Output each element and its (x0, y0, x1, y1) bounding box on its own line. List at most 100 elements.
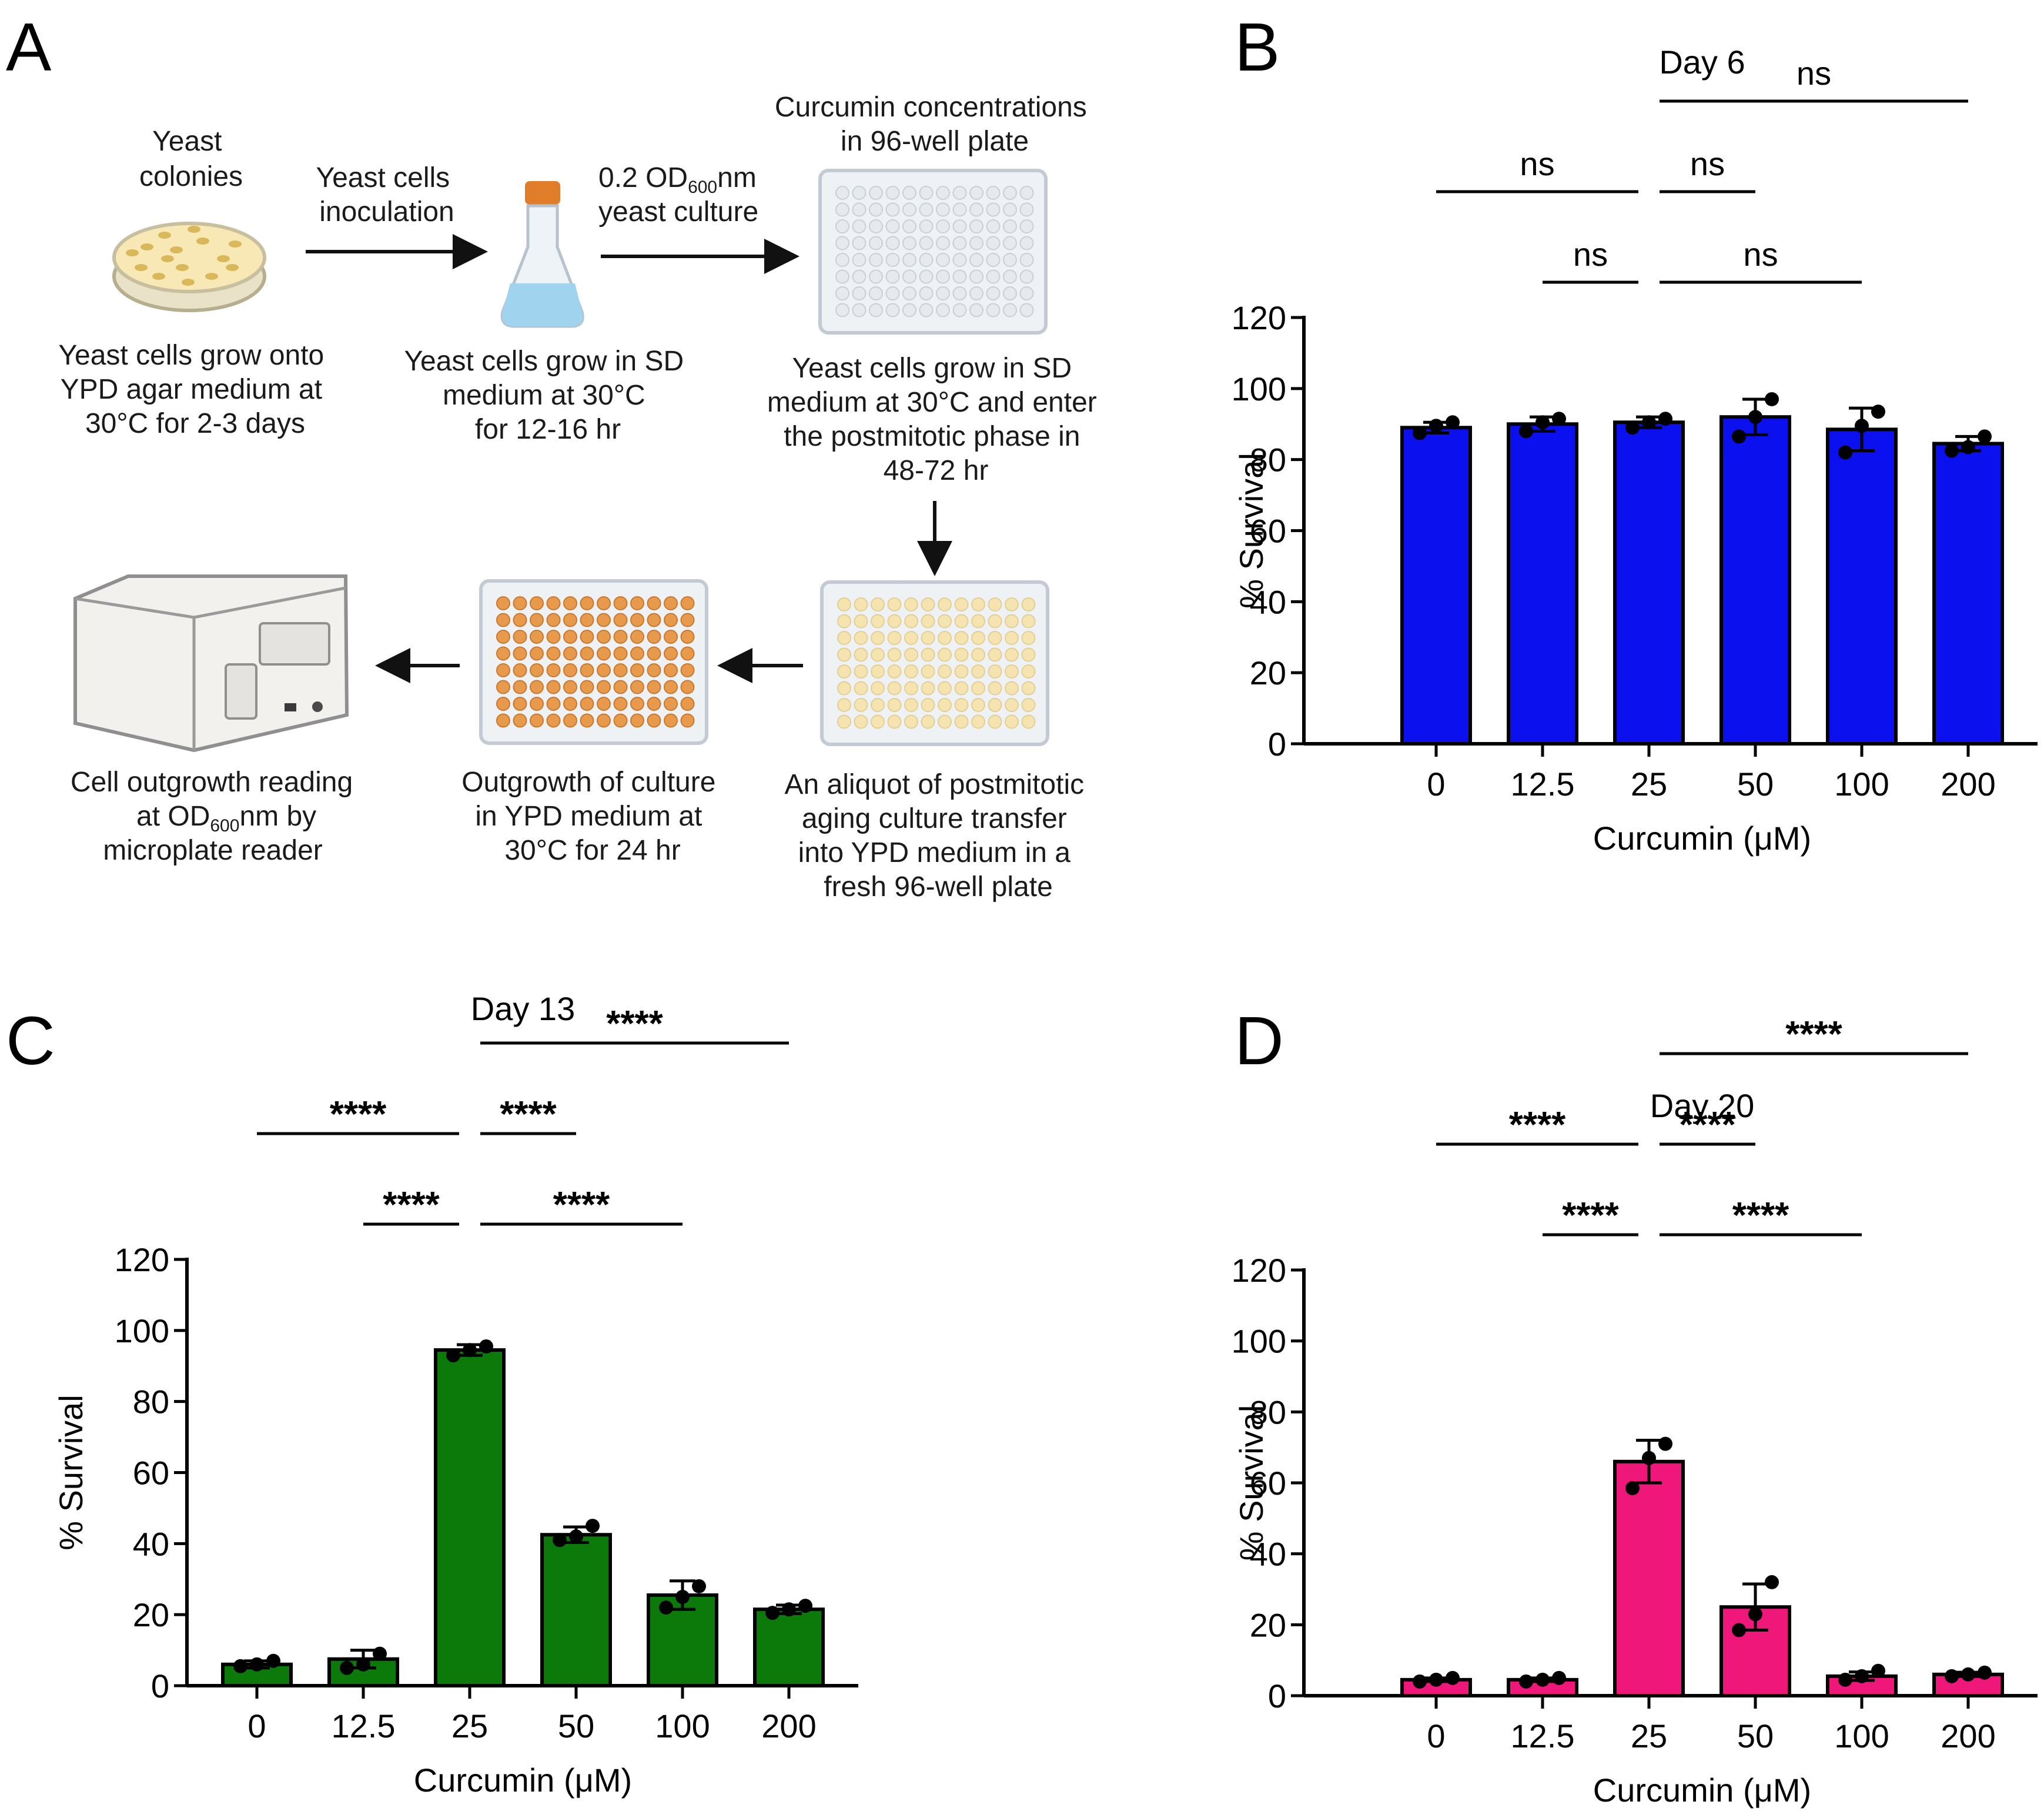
well (871, 597, 885, 611)
well (852, 303, 867, 318)
y-tick-label: 100 (1232, 370, 1286, 407)
well (986, 303, 1001, 318)
data-point (659, 1600, 673, 1615)
well (513, 697, 527, 711)
well (647, 697, 661, 711)
well (869, 286, 883, 300)
well (971, 647, 985, 662)
chart-day-20: Day 20 0 20 40 60 80 100 120 % Survival 0 12.5 25 50… (1232, 1014, 2038, 1809)
well (852, 202, 867, 217)
data-point (1945, 443, 1959, 458)
x-tick-label: 25 (451, 1707, 488, 1745)
well (921, 681, 935, 696)
well (854, 614, 868, 629)
significance-label: ns (1520, 145, 1554, 182)
plate-caption: Yeast cells grow in SD medium at 30°C an… (767, 353, 1105, 486)
significance-label: ns (1573, 236, 1608, 273)
well (1021, 614, 1036, 629)
bar (434, 1348, 506, 1687)
well (952, 186, 967, 200)
well (580, 680, 594, 694)
plate-title: Curcumin concentrations in 96-well plate (775, 92, 1095, 157)
well (546, 697, 561, 711)
colony-dot (226, 264, 239, 271)
well (597, 646, 611, 661)
well (921, 714, 935, 729)
colony-dot (135, 264, 148, 271)
well (837, 647, 851, 662)
x-axis-label: Curcumin (μM) (414, 1762, 632, 1799)
well (869, 269, 883, 284)
well (952, 236, 967, 250)
well (938, 647, 952, 662)
data-point (1945, 1669, 1959, 1683)
well (902, 269, 916, 284)
well (647, 596, 661, 610)
well (613, 680, 628, 694)
well (1005, 614, 1019, 629)
well (936, 202, 950, 217)
well (1005, 681, 1019, 696)
well (563, 596, 577, 610)
well (887, 698, 902, 712)
well (530, 697, 544, 711)
well (854, 714, 868, 729)
well (1019, 202, 1034, 217)
data-point (1978, 1665, 1992, 1680)
well (546, 646, 561, 661)
aliquot-caption: An aliquot of postmitotic aging culture … (785, 769, 1092, 903)
colony-dot (188, 226, 200, 233)
well (1005, 698, 1019, 712)
well (664, 697, 678, 711)
well (969, 186, 983, 200)
y-tick-label: 20 (1250, 654, 1286, 691)
data-point (1552, 1670, 1566, 1685)
well (1021, 664, 1036, 679)
well (885, 253, 900, 267)
well (680, 713, 695, 728)
well (1019, 186, 1034, 200)
data-point (692, 1579, 706, 1593)
well (1021, 714, 1036, 729)
colony-dot (229, 240, 242, 248)
well (1005, 647, 1019, 662)
well (664, 680, 678, 694)
well (988, 647, 1002, 662)
x-tick-label: 25 (1631, 1717, 1667, 1754)
y-tick-label: 40 (1250, 583, 1286, 620)
well (496, 663, 510, 677)
colonies-caption: Yeast cells grow onto YPD agar medium at… (58, 340, 332, 439)
well (971, 614, 985, 629)
well (904, 714, 918, 729)
bar (1507, 422, 1578, 746)
well (954, 698, 969, 712)
data-point (250, 1657, 264, 1672)
well (871, 698, 885, 712)
well (513, 663, 527, 677)
well (969, 253, 983, 267)
bar (1613, 420, 1685, 746)
well (986, 253, 1001, 267)
well (938, 698, 952, 712)
data-point (1748, 1607, 1762, 1622)
well (680, 680, 695, 694)
well (680, 646, 695, 661)
significance-label: **** (606, 1004, 663, 1044)
well (854, 597, 868, 611)
well (563, 630, 577, 644)
colony-dot (126, 249, 139, 256)
well (885, 269, 900, 284)
data-point (1429, 419, 1443, 433)
data-point (1625, 420, 1640, 435)
well (988, 631, 1002, 645)
significance-label: **** (1732, 1195, 1789, 1236)
well (919, 286, 934, 300)
well (647, 646, 661, 661)
schematic-panel: Yeast colonies Yeast cells grow onto YPD… (58, 92, 1105, 903)
colony-dot (182, 279, 195, 286)
well (597, 680, 611, 694)
y-tick-label: 120 (1232, 299, 1286, 336)
well (852, 253, 867, 267)
well (986, 202, 1001, 217)
well (887, 647, 902, 662)
